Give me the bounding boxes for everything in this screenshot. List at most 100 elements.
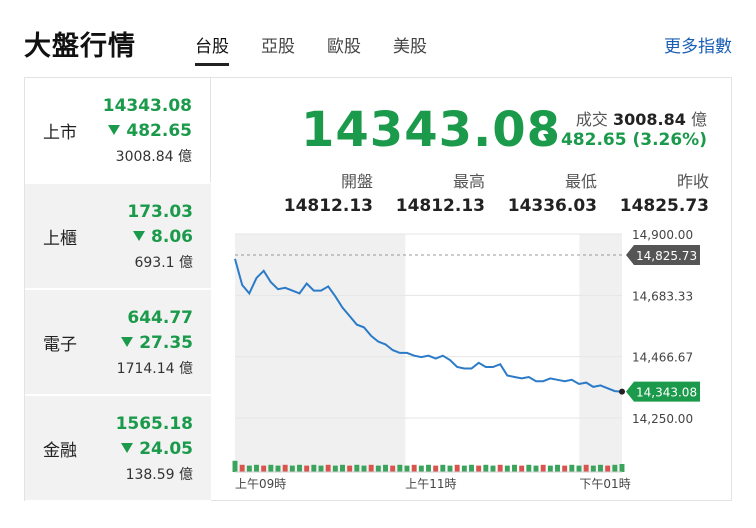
tab-asia-stocks[interactable]: 亞股	[261, 37, 295, 57]
volume-bar	[490, 465, 496, 472]
sidebar-item-name: 上市	[43, 123, 77, 143]
down-triangle-icon	[542, 134, 555, 144]
volume-bar	[562, 465, 568, 472]
stat-prev-close: 昨收 14825.73	[597, 168, 709, 216]
volume-bar	[583, 464, 589, 472]
stat-high: 最高 14812.13	[373, 168, 485, 216]
volume-bar	[383, 464, 388, 472]
volume-bar	[289, 465, 295, 472]
volume-bar	[304, 465, 310, 472]
volume-bar	[254, 464, 259, 472]
sidebar-item-change: 8.06	[133, 227, 193, 247]
last-price-tag	[626, 381, 700, 402]
sidebar-item-price: 14343.08	[102, 96, 192, 116]
last-price-tag-label: 14,343.08	[636, 386, 697, 400]
volume-bar	[268, 464, 274, 472]
sidebar-item-price: 644.77	[127, 308, 193, 328]
more-indices-link[interactable]: 更多指數	[664, 37, 732, 57]
volume-bar	[576, 465, 582, 472]
stat-label: 最低	[564, 172, 597, 191]
stat-value: 14812.13	[283, 196, 373, 216]
volume-bar	[246, 465, 252, 472]
tab-us-stocks[interactable]: 美股	[393, 37, 427, 57]
intraday-chart[interactable]: 14,900.00 14,683.33 14,466.67 14,250.00 14,8…	[25, 78, 731, 500]
volume-bar	[504, 465, 510, 472]
sidebar-item-change: 27.35	[121, 333, 193, 353]
y-tick-label: 14,900.00	[632, 228, 693, 242]
volume-bar	[469, 464, 474, 472]
trade-unit: 億	[690, 110, 707, 129]
sidebar-item-change-value: 8.06	[151, 227, 193, 247]
stat-value: 14812.13	[395, 196, 485, 216]
volume-bar	[411, 464, 417, 472]
sidebar-item-otc[interactable]: 上櫃 173.03 8.06 693.1 億	[25, 184, 211, 289]
volume-bar	[368, 464, 374, 472]
stat-low: 最低 14336.03	[485, 168, 597, 216]
volume-bar	[361, 465, 367, 472]
price-line	[234, 258, 623, 393]
prev-close-tag	[626, 245, 700, 266]
volume-bar	[404, 465, 410, 472]
volume-bar	[540, 464, 546, 472]
sidebar-item-change-value: 24.05	[139, 439, 193, 459]
sidebar-item-volume: 1714.14 億	[116, 361, 193, 377]
stat-label: 開盤	[340, 172, 373, 191]
main-index-change: 482.65 (3.26%)	[542, 130, 707, 150]
main-index-price: 14343.08	[301, 102, 562, 158]
trade-value: 3008.84	[613, 110, 686, 129]
volume-bar	[519, 465, 525, 472]
sidebar-item-price: 173.03	[127, 202, 193, 222]
volume-bar	[261, 465, 267, 472]
main-change-value: 482.65 (3.26%)	[560, 130, 707, 150]
stat-label: 昨收	[676, 172, 709, 191]
volume-bar	[232, 460, 238, 472]
sidebar-item-finance[interactable]: 金融 1565.18 24.05 138.59 億	[25, 396, 211, 501]
volume-bar	[426, 464, 431, 472]
stat-value: 14336.03	[507, 196, 597, 216]
sidebar-item-change: 24.05	[121, 439, 193, 459]
volume-bar	[619, 464, 625, 472]
sidebar-item-listed[interactable]: 上市 14343.08 482.65 3008.84 億	[25, 78, 211, 183]
last-price-dot	[619, 388, 625, 395]
volume-bar	[440, 464, 446, 472]
volume-bar	[318, 465, 324, 472]
volume-bar	[347, 465, 353, 472]
x-tick-label: 上午11時	[405, 477, 456, 491]
volume-bar	[454, 464, 460, 472]
volume-bar	[476, 465, 482, 472]
sidebar-item-name: 電子	[43, 335, 77, 355]
volume-bar	[533, 465, 539, 472]
tab-europe-stocks[interactable]: 歐股	[327, 37, 361, 57]
volume-bar	[612, 464, 618, 472]
volume-bar	[354, 464, 360, 472]
volume-bar	[512, 464, 517, 472]
sidebar-item-electronics[interactable]: 電子 644.77 27.35 1714.14 億	[25, 290, 211, 395]
page-title: 大盤行情	[24, 31, 136, 62]
sidebar-item-volume: 693.1 億	[134, 255, 193, 271]
down-triangle-icon	[121, 443, 134, 453]
stat-value: 14825.73	[619, 196, 709, 216]
volume-bar	[433, 465, 439, 472]
sidebar-item-volume: 138.59 億	[125, 467, 193, 483]
volume-bar	[275, 465, 281, 472]
volume-bar	[282, 464, 288, 472]
volume-bar	[483, 464, 489, 472]
down-triangle-icon	[133, 231, 146, 241]
sidebar-item-price: 1565.18	[115, 414, 193, 434]
trade-volume: 成交 3008.84 億	[576, 106, 707, 130]
x-tick-label: 上午09時	[235, 477, 286, 491]
y-tick-label: 14,466.67	[632, 351, 693, 365]
volume-bar	[605, 465, 611, 472]
volume-bar	[311, 464, 317, 472]
market-panel: 上市 14343.08 482.65 3008.84 億 上櫃 173.03 8…	[24, 77, 732, 501]
volume-bar	[397, 464, 403, 472]
stat-open: 開盤 14812.13	[261, 168, 373, 216]
volume-bar	[447, 465, 453, 472]
volume-bar	[598, 464, 603, 472]
trade-label: 成交	[575, 110, 608, 129]
tab-taiwan-stocks[interactable]: 台股	[195, 32, 229, 66]
sidebar-item-name: 上櫃	[43, 229, 77, 249]
index-sidebar: 上市 14343.08 482.65 3008.84 億 上櫃 173.03 8…	[25, 78, 211, 501]
volume-bar	[239, 464, 245, 472]
down-triangle-icon	[108, 125, 121, 135]
